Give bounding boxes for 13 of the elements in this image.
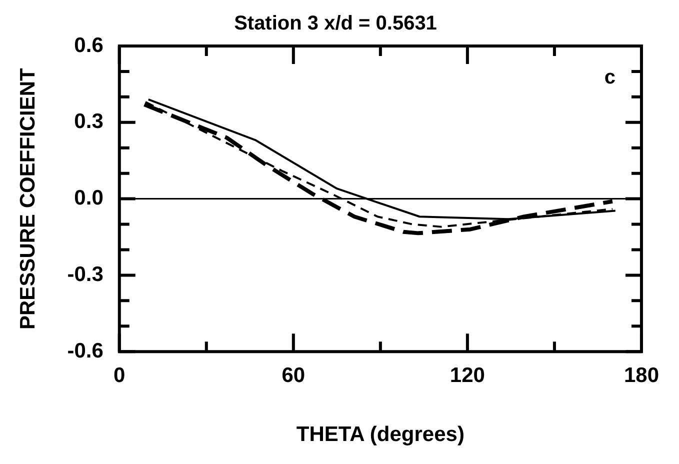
chart-title: Station 3 x/d = 0.5631 <box>234 12 437 35</box>
x-tick-label: 0 <box>114 364 126 387</box>
y-tick-label: -0.3 <box>67 262 104 286</box>
x-axis-title: THETA (degrees) <box>296 423 464 446</box>
y-tick-label: 0.3 <box>74 110 104 134</box>
y-tick-label: -0.6 <box>67 339 104 362</box>
y-tick-label: 0.6 <box>74 34 104 57</box>
y-axis-title: PRESSURE COEFFICIENT <box>16 68 40 330</box>
y-tick-label: 0.0 <box>74 186 104 210</box>
x-tick-label: 60 <box>282 364 306 387</box>
x-tick-label: 120 <box>450 364 485 387</box>
annotation: c <box>604 66 616 89</box>
x-tick-label: 180 <box>624 364 660 387</box>
